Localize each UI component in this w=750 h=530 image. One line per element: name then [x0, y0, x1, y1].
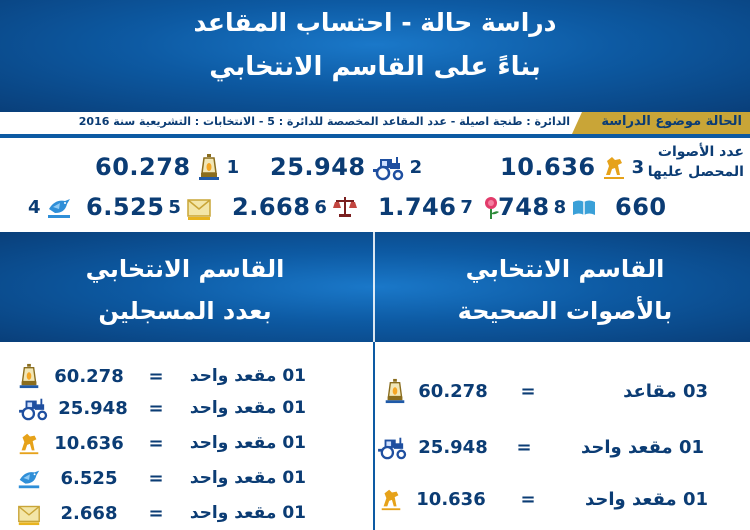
bird-icon: [45, 193, 73, 221]
vote-value: 25.948: [270, 153, 366, 181]
vote-item-4: 6.525 5: [86, 190, 213, 224]
right-row-2: 25.948 = 01 مقعد واحد: [372, 434, 704, 460]
row-seats: 01 مقعد واحد: [189, 433, 306, 453]
left-panel-title-2: بعدد المسجلين: [98, 297, 272, 325]
left-row-4: 6.525 = 01 مقعد واحد: [16, 465, 306, 491]
divider: [0, 134, 750, 138]
lamp-icon: [195, 153, 223, 181]
vote-item-7: 748 8: [498, 190, 598, 224]
vote-value: 660: [615, 193, 667, 221]
row-value: 60.278: [418, 380, 488, 402]
vote-rank: 7: [460, 196, 473, 218]
scales-icon: [331, 193, 359, 221]
envelope-icon: [16, 500, 42, 526]
row-seats: 01 مقعد واحد: [189, 366, 306, 386]
row-seats: 01 مقعد واحد: [581, 436, 704, 458]
case-info: الدائرة : طنجة اصيلة - عدد المقاعد المخص…: [78, 115, 570, 128]
row-seats: 01 مقعد واحد: [189, 468, 306, 488]
horse-icon: [378, 486, 404, 512]
vote-value: 60.278: [95, 153, 191, 181]
row-value: 10.636: [54, 432, 124, 454]
header-banner: دراسة حالة - احتساب المقاعد بناءً على ال…: [0, 0, 750, 112]
row-value: 10.636: [416, 488, 486, 510]
votes-section: عدد الأصوات المحصل عليها 10.636 3 25.948…: [0, 138, 750, 228]
row-value: 2.668: [60, 502, 118, 524]
vote-item-5: 2.668 6: [232, 190, 359, 224]
vote-value: 748: [498, 193, 550, 221]
vote-rank: 1: [226, 156, 240, 178]
vote-item-8: 660: [615, 190, 667, 224]
left-row-1: 60.278 = 01 مقعد واحد: [16, 363, 306, 389]
row-seats: 01 مقعد واحد: [189, 503, 306, 523]
vote-item-2: 25.948 2: [270, 150, 422, 184]
horse-icon: [600, 153, 628, 181]
panel-divider: [373, 232, 375, 342]
row-equals: =: [148, 502, 164, 524]
vote-item-3: 10.636 3: [500, 150, 644, 184]
vote-value: 6.525: [86, 193, 165, 221]
vote-rank: 8: [553, 196, 567, 218]
vote-rank: 3: [631, 156, 645, 178]
left-row-3: 10.636 = 01 مقعد واحد: [16, 430, 306, 456]
row-equals: =: [148, 432, 164, 454]
row-value: 60.278: [54, 365, 124, 387]
vote-rank: 6: [314, 196, 327, 218]
columns-divider: [373, 342, 375, 530]
vote-rank: 4: [28, 196, 41, 218]
vote-item-4-icon: 4: [28, 190, 73, 224]
left-row-5: 2.668 = 01 مقعد واحد: [16, 500, 306, 526]
book-icon: [570, 193, 598, 221]
tractor-icon: [16, 395, 50, 421]
case-badge: الحالة موضوع الدراسة: [572, 112, 750, 134]
case-strip: الحالة موضوع الدراسة الدائرة : طنجة اصيل…: [0, 112, 750, 134]
lamp-icon: [382, 378, 408, 404]
row-equals: =: [520, 380, 536, 402]
row-equals: =: [148, 467, 164, 489]
vote-value: 1.746: [378, 193, 457, 221]
title-line-2: بناءً على القاسم الانتخابي: [209, 52, 541, 82]
horse-icon: [16, 430, 42, 456]
row-value: 6.525: [60, 467, 118, 489]
left-row-2: 25.948 = 01 مقعد واحد: [16, 395, 306, 421]
vote-item-6: 1.746 7: [378, 190, 505, 224]
row-seats: 03 مقاعد: [623, 380, 708, 402]
vote-value: 2.668: [232, 193, 311, 221]
right-row-3: 10.636 = 01 مقعد واحد: [378, 486, 708, 512]
bird-icon: [16, 465, 42, 491]
lamp-icon: [16, 363, 42, 389]
row-value: 25.948: [58, 397, 128, 419]
quotient-panels: القاسم الانتخابي بالأصوات الصحيحة القاسم…: [0, 232, 750, 342]
row-equals: =: [516, 436, 532, 458]
right-row-1: 60.278 = 03 مقاعد: [382, 378, 708, 404]
row-value: 25.948: [418, 436, 488, 458]
tractor-icon: [372, 434, 412, 460]
vote-rank: 5: [168, 196, 181, 218]
left-panel-title-1: القاسم الانتخابي: [85, 255, 285, 283]
row-equals: =: [520, 488, 536, 510]
rose-icon: [477, 193, 505, 221]
votes-label: عدد الأصوات المحصل عليها: [647, 144, 744, 180]
right-panel-title-1: القاسم الانتخابي: [465, 255, 665, 283]
row-equals: =: [148, 397, 164, 419]
tractor-icon: [370, 153, 406, 181]
title-line-1: دراسة حالة - احتساب المقاعد: [193, 8, 557, 37]
vote-rank: 2: [409, 156, 423, 178]
right-panel-title-2: بالأصوات الصحيحة: [457, 297, 673, 325]
row-seats: 01 مقعد واحد: [585, 488, 708, 510]
row-equals: =: [148, 365, 164, 387]
vote-item-1: 60.278 1: [95, 150, 239, 184]
vote-value: 10.636: [500, 153, 596, 181]
row-seats: 01 مقعد واحد: [189, 398, 306, 418]
envelope-icon: [185, 193, 213, 221]
